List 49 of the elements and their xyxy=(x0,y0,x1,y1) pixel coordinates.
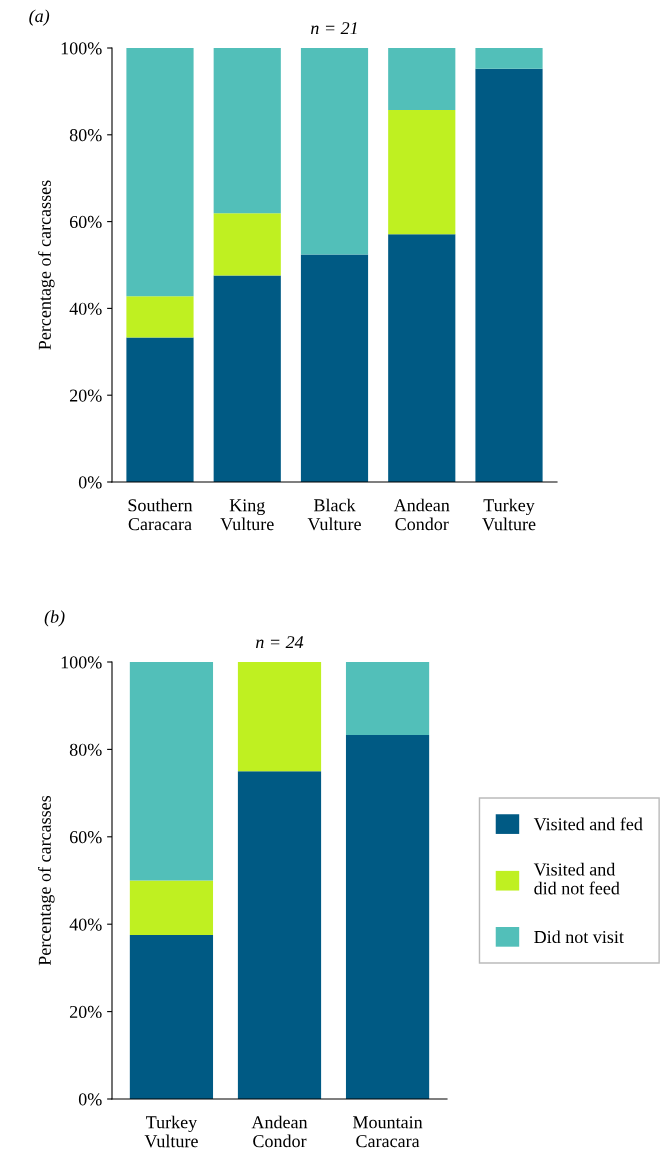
x-tick-label: Turkey Vulture xyxy=(144,1115,198,1148)
text: (b) xyxy=(44,610,65,627)
y-tick-label: 60% xyxy=(69,215,102,229)
y-tick-label: 20% xyxy=(69,389,102,402)
legend-label: Did not visit xyxy=(534,930,624,944)
bar xyxy=(129,880,214,936)
bar xyxy=(475,48,543,69)
y-tick-label: 100% xyxy=(61,42,102,55)
x-tick-label: Andean Condor xyxy=(393,498,450,531)
x-tick-label: Black Vulture xyxy=(307,498,361,531)
bar xyxy=(300,254,369,482)
y-tick-label: 40% xyxy=(69,918,102,931)
y-tick-label: 100% xyxy=(61,656,102,669)
y-tick-label: 0% xyxy=(78,476,102,489)
x-tick-label: Southern Caracara xyxy=(128,498,193,531)
bar xyxy=(345,662,430,735)
bar xyxy=(300,48,369,255)
chart-title: n = 24 xyxy=(256,636,304,649)
bar xyxy=(345,734,430,1099)
y-tick-label: 60% xyxy=(69,831,102,844)
y-axis-title: Percentage of carcasses xyxy=(37,180,55,350)
bar xyxy=(388,234,456,482)
bar xyxy=(213,275,281,482)
x-tick-label: Turkey Vulture xyxy=(482,498,536,531)
y-tick-label: 0% xyxy=(78,1093,102,1106)
bar xyxy=(237,662,322,772)
bar xyxy=(129,935,214,1099)
y-tick-label: 80% xyxy=(69,129,102,142)
legend-label: Visited and fed xyxy=(533,817,643,831)
bar xyxy=(126,337,194,482)
bar xyxy=(388,48,456,111)
text: (a) xyxy=(29,9,50,26)
bar xyxy=(475,68,543,482)
bar xyxy=(213,48,281,214)
x-tick-label: Andean Condor xyxy=(251,1115,308,1148)
bar xyxy=(237,771,322,1099)
legend-label: Visited and did not feed xyxy=(533,862,620,895)
bar xyxy=(213,213,281,276)
bar xyxy=(129,662,214,881)
bar xyxy=(388,110,456,235)
bar xyxy=(126,48,194,297)
x-tick-label: Mountain Caracara xyxy=(352,1116,423,1148)
y-tick-label: 20% xyxy=(69,1005,102,1019)
x-tick-label: King Vulture xyxy=(220,499,274,531)
chart-title: n = 21 xyxy=(311,22,357,35)
y-axis-title: Percentage of carcasses xyxy=(37,795,55,966)
y-tick-label: 40% xyxy=(69,302,102,315)
y-tick-label: 80% xyxy=(69,743,102,756)
bar xyxy=(126,296,194,338)
